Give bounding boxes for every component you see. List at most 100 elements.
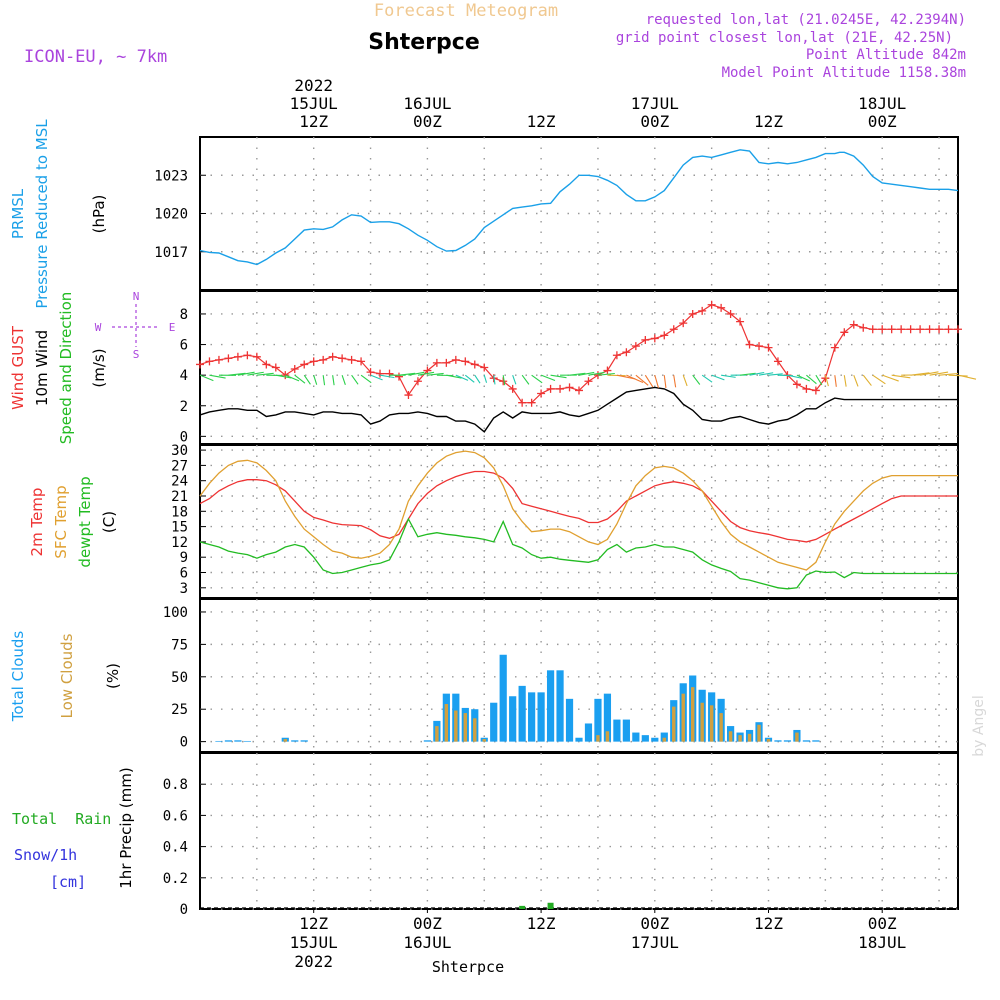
total-clouds-bar bbox=[594, 698, 602, 742]
total-clouds-bar bbox=[632, 732, 640, 742]
pressure-ytick-label: 1023 bbox=[154, 168, 188, 184]
wind-direction-arrow bbox=[427, 372, 444, 376]
compass-s: S bbox=[133, 348, 140, 361]
gust-marker bbox=[556, 384, 565, 393]
pressure-unit: (hPa) bbox=[90, 195, 108, 234]
gust-marker bbox=[243, 351, 252, 360]
total-clouds-bar bbox=[660, 732, 668, 742]
compass-e: E bbox=[169, 321, 176, 334]
temperature-ytick-label: 21 bbox=[171, 489, 188, 505]
gust-marker bbox=[518, 398, 527, 407]
point-altitude: Point Altitude 842m bbox=[806, 47, 966, 63]
wind-direction-arrow bbox=[749, 371, 765, 376]
bottom-tick-label: 00Z bbox=[640, 914, 669, 933]
low-clouds-bar bbox=[728, 731, 733, 742]
wind-ytick-label: 0 bbox=[180, 429, 188, 445]
gust-marker bbox=[394, 372, 403, 381]
temperature-ytick-label: 9 bbox=[180, 550, 188, 566]
wind-direction-arrow bbox=[247, 371, 264, 376]
precip-ytick-label: 0 bbox=[180, 902, 188, 918]
pressure-line bbox=[199, 149, 959, 266]
gust-marker bbox=[859, 323, 868, 332]
wind-direction-arrow bbox=[417, 371, 435, 376]
total-clouds-bar bbox=[291, 740, 299, 742]
low-clouds-label: Low Clouds bbox=[58, 633, 76, 718]
precip-axis-label: 1hr Precip (mm) bbox=[117, 767, 135, 888]
wind-direction-arrow bbox=[843, 375, 847, 387]
wind-direction-arrow bbox=[455, 374, 469, 381]
wind-direction-arrow bbox=[199, 374, 214, 382]
rain-bar bbox=[547, 902, 554, 909]
gust-marker bbox=[935, 325, 944, 334]
gust-marker bbox=[376, 369, 385, 378]
gust-marker bbox=[650, 334, 659, 343]
gust-marker bbox=[584, 377, 593, 386]
top-tick-label: 00Z bbox=[413, 112, 442, 131]
wind-direction-arrow bbox=[834, 375, 837, 387]
wind-direction-arrow bbox=[663, 375, 667, 388]
gust-marker bbox=[726, 309, 735, 318]
gust-marker bbox=[944, 325, 953, 334]
snow-unit: [cm] bbox=[50, 873, 86, 891]
temp-2m-label: 2m Temp bbox=[28, 488, 46, 557]
gust-marker bbox=[196, 360, 204, 369]
top-tick-label: 00Z bbox=[640, 112, 669, 131]
total-clouds-bar bbox=[774, 740, 782, 742]
clouds-ytick-label: 25 bbox=[171, 702, 188, 718]
low-clouds-bar bbox=[435, 726, 439, 742]
wind-direction-arrow bbox=[607, 374, 626, 377]
clouds-panel: 0 25 50 75 100 bbox=[163, 598, 959, 753]
top-tick-label: 00Z bbox=[868, 112, 897, 131]
clouds-frame bbox=[199, 598, 959, 753]
gust-marker bbox=[622, 348, 631, 357]
gust-marker bbox=[631, 342, 640, 351]
clouds-ytick-label: 50 bbox=[171, 670, 188, 686]
gust-marker bbox=[262, 360, 271, 369]
precip-ytick-label: 0.4 bbox=[163, 840, 188, 856]
gust-marker bbox=[954, 325, 962, 334]
wind-10m-line bbox=[199, 386, 958, 433]
gust-marker bbox=[679, 319, 688, 328]
total-clouds-bar bbox=[518, 685, 526, 742]
clouds-ytick-label: 0 bbox=[180, 735, 188, 751]
wind-direction-arrow bbox=[512, 374, 517, 385]
gust-marker bbox=[366, 368, 375, 377]
wind-direction-arrow bbox=[692, 374, 701, 385]
top-tick-label: 12Z bbox=[754, 112, 783, 131]
wind-direction-arrow bbox=[806, 374, 817, 385]
gust-marker bbox=[916, 325, 925, 334]
gust-marker bbox=[537, 389, 546, 398]
bottom-tick-label: 12Z bbox=[527, 914, 556, 933]
compass-w: W bbox=[95, 321, 102, 334]
wind-direction-arrow bbox=[758, 372, 774, 376]
wind-direction-arrow bbox=[920, 371, 939, 376]
wind-unit: (m/s) bbox=[90, 348, 108, 387]
gust-marker bbox=[461, 357, 470, 366]
wind-panel: 0 2 4 6 8 bbox=[180, 290, 977, 445]
total-clouds-bar bbox=[509, 696, 517, 742]
wind-direction-arrow bbox=[398, 372, 416, 376]
wind-direction-arrow bbox=[322, 375, 326, 386]
wind-direction-arrow bbox=[531, 374, 543, 384]
top-tick-label: 12Z bbox=[527, 112, 556, 131]
top-tick-label: 17JUL bbox=[631, 94, 679, 113]
gust-marker bbox=[300, 360, 309, 369]
total-clouds-bar bbox=[641, 735, 649, 742]
wind-direction-arrow bbox=[891, 374, 911, 379]
pressure-label-prmsl: PRMSL bbox=[9, 188, 27, 239]
temperature-ytick-label: 30 bbox=[171, 443, 188, 459]
gust-marker bbox=[575, 386, 583, 395]
gust-marker bbox=[527, 398, 536, 407]
wind-direction-arrow bbox=[474, 374, 481, 384]
temp-2m-line bbox=[199, 470, 958, 543]
rain-bar bbox=[519, 905, 526, 909]
total-clouds-bar bbox=[613, 719, 621, 742]
wind-direction-arrow bbox=[464, 374, 475, 383]
model-altitude: Model Point Altitude 1158.38m bbox=[722, 65, 966, 81]
temp-sfc-label: SFC Temp bbox=[52, 485, 70, 558]
wind-direction-arrow bbox=[673, 375, 677, 388]
gust-marker bbox=[328, 352, 337, 361]
low-clouds-bar bbox=[444, 704, 449, 742]
bottom-tick-label: 17JUL bbox=[631, 933, 679, 952]
